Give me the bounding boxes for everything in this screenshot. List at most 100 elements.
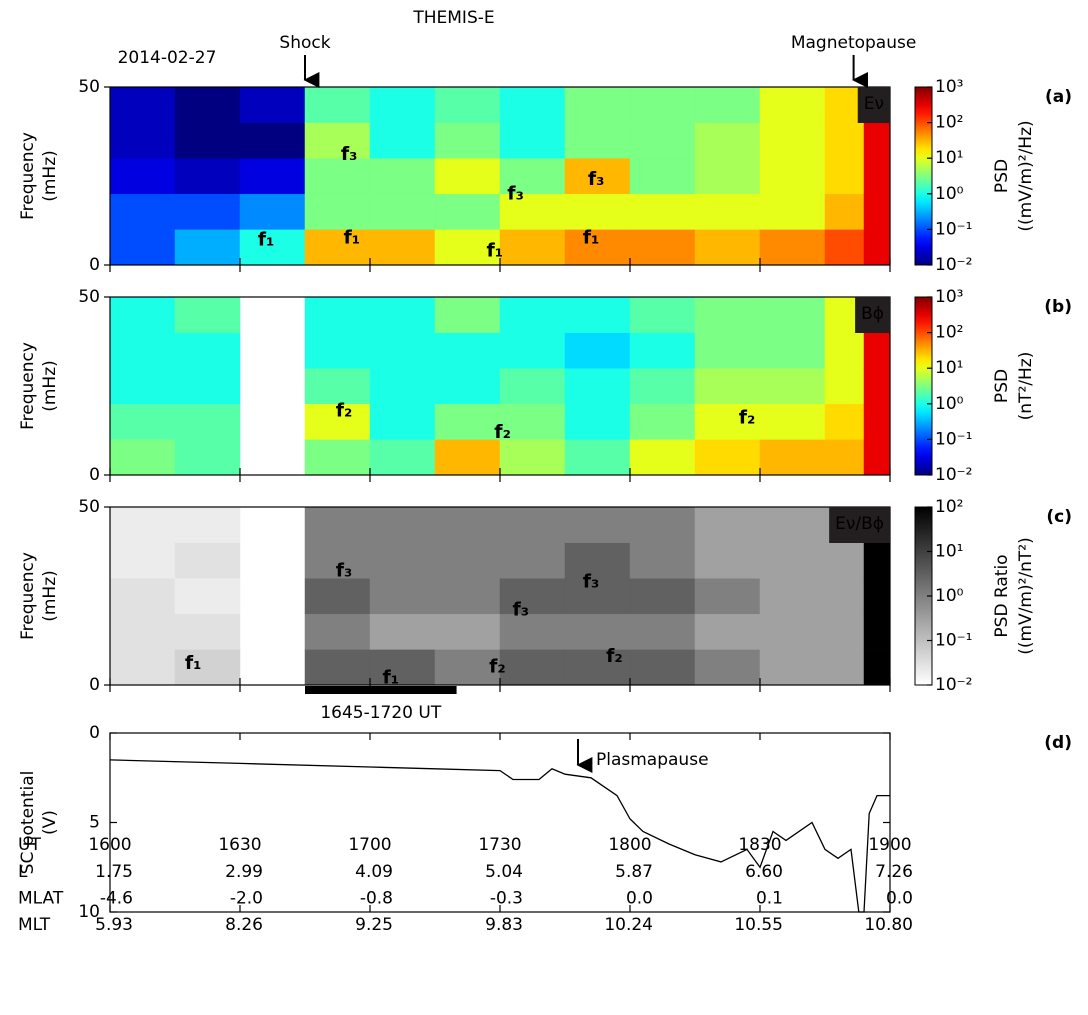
heatmap-cell [694, 613, 761, 650]
heatmap-cell [499, 367, 566, 405]
heatmap-cell [759, 193, 826, 230]
panel-tag: Bϕ [861, 304, 884, 324]
heatmap-cell [694, 157, 761, 195]
colorbar-tick-label: 10⁻¹ [935, 219, 972, 239]
annotation-label: Plasmapause [596, 750, 709, 770]
x-tick-label: 1600 [88, 835, 131, 855]
heatmap-cell [434, 577, 501, 615]
heatmap-cell [629, 229, 696, 266]
heatmap-cell [824, 439, 865, 476]
heatmap-cell [759, 403, 826, 440]
wave-label: f₃ [513, 599, 530, 621]
table-cell: 5.93 [95, 915, 133, 935]
y-tick-label: 5 [89, 813, 100, 833]
wave-label: f₁ [487, 239, 504, 261]
heatmap-cell [434, 649, 501, 686]
y-tick-label: 0 [89, 465, 100, 485]
y-axis-label: Frequency [18, 132, 38, 220]
heatmap-cell [369, 439, 436, 476]
colorbar-tick-label: 10⁻¹ [935, 631, 972, 651]
heatmap-cell [629, 193, 696, 230]
y-axis-label: Frequency [18, 552, 38, 640]
x-tick-label: 1900 [868, 835, 911, 855]
heatmap-cell [694, 332, 761, 369]
heatmap-cell [304, 613, 371, 650]
heatmap-cell [369, 296, 436, 333]
heatmap-cell [564, 332, 631, 369]
heatmap-cell [369, 506, 436, 543]
heatmap-cell [863, 122, 891, 159]
heatmap-cell [434, 193, 501, 230]
table-cell: 9.25 [355, 915, 393, 935]
heatmap-cell [564, 122, 631, 159]
table-cell: 5.04 [485, 862, 523, 882]
heatmap-cell [759, 332, 826, 369]
heatmap-cell [499, 157, 566, 195]
heatmap-cell [863, 157, 891, 195]
wave-label: f₁ [583, 226, 600, 248]
colorbar-label: PSD Ratio [992, 554, 1012, 637]
heatmap-cell [499, 403, 566, 440]
heatmap-cell [759, 506, 826, 543]
panel-label: (d) [1044, 733, 1072, 753]
colorbar-tick-label: 10² [935, 113, 963, 133]
table-cell: 0.1 [756, 889, 783, 909]
heatmap-cell [564, 229, 631, 266]
heatmap-cell [304, 193, 371, 230]
panel-tag-box [829, 507, 890, 543]
heatmap-cell [434, 157, 501, 195]
heatmap-cell [434, 542, 501, 579]
heatmap-cell [174, 542, 241, 579]
heatmap-cell [694, 403, 761, 440]
y-tick-label: 0 [89, 675, 100, 695]
y-axis-label: Frequency [18, 342, 38, 430]
heatmap-cell [499, 649, 566, 686]
heatmap-cell [564, 296, 631, 333]
heatmap-cell [174, 157, 241, 195]
heatmap-cell [109, 506, 176, 543]
colorbar-tick-label: 10⁻¹ [935, 429, 972, 449]
heatmap-cell [629, 157, 696, 195]
colorbar-tick-label: 10¹ [935, 542, 963, 562]
colorbar-label: PSD [992, 159, 1012, 193]
y-axis-label: (mHz) [40, 570, 60, 622]
heatmap-cell [564, 86, 631, 123]
heatmap-cell [564, 403, 631, 440]
table-cell: 8.26 [225, 915, 263, 935]
heatmap-cell [304, 122, 371, 159]
panel-label: (a) [1045, 87, 1072, 107]
heatmap-cell [109, 613, 176, 650]
y-axis-label: (mHz) [40, 150, 60, 202]
heatmap-cell [369, 86, 436, 123]
heatmap-cell [499, 506, 566, 543]
heatmap-cell [109, 122, 176, 159]
heatmap-cell [759, 649, 826, 686]
heatmap-cell [304, 577, 371, 615]
colorbar-tick-label: 10⁰ [935, 394, 964, 414]
table-cell: 0.0 [886, 889, 913, 909]
heatmap-cell [174, 367, 241, 405]
heatmap-cell [694, 193, 761, 230]
heatmap-cell [304, 439, 371, 476]
heatmap-cell [629, 542, 696, 579]
heatmap-cell [434, 229, 501, 266]
colorbar-label: PSD [992, 369, 1012, 403]
heatmap-cell [759, 577, 826, 615]
heatmap-cell [109, 542, 176, 579]
heatmap-cell [694, 577, 761, 615]
heatmap-cell [304, 296, 371, 333]
heatmap-cell [174, 613, 241, 650]
colorbar-tick-label: 10⁻² [935, 255, 972, 275]
colorbar-tick-label: 10³ [935, 287, 963, 307]
colorbar-tick-label: 10² [935, 323, 963, 343]
heatmap-cell [174, 506, 241, 543]
heatmap-cell [863, 367, 891, 405]
heatmap-cell [629, 439, 696, 476]
wave-label: f₂ [336, 399, 353, 421]
heatmap-cell [109, 86, 176, 123]
colorbar-tick-label: 10¹ [935, 148, 963, 168]
heatmap-cell [109, 403, 176, 440]
heatmap-cell [824, 229, 865, 266]
heatmap-cell [564, 542, 631, 579]
wave-label: f₃ [341, 143, 358, 165]
